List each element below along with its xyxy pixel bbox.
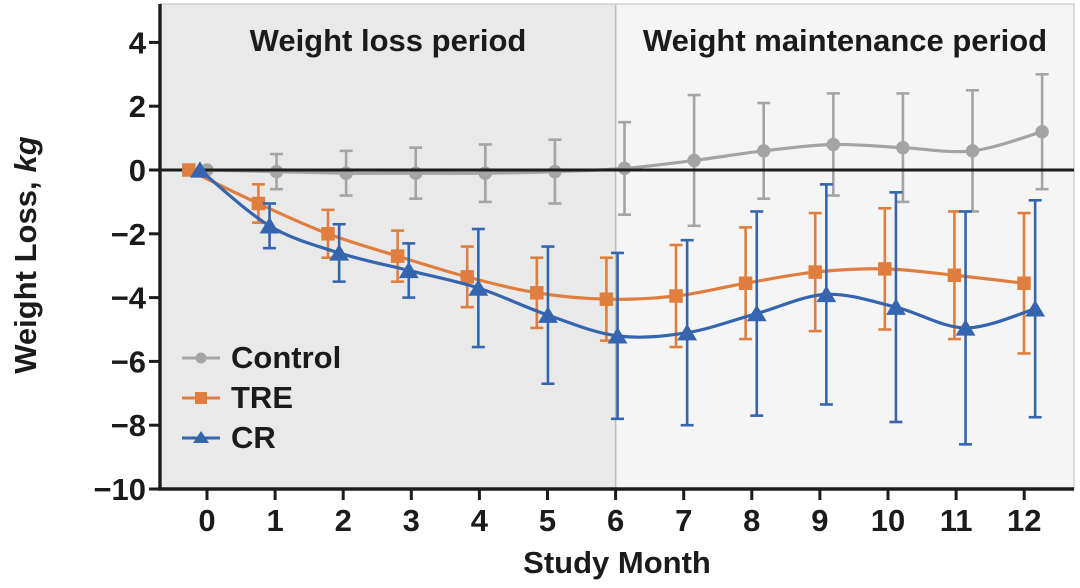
legend-label-tre: TRE xyxy=(231,380,293,415)
y-axis-label-unit: kg xyxy=(8,136,43,173)
svg-text:6: 6 xyxy=(607,503,624,538)
svg-text:5: 5 xyxy=(539,503,556,538)
svg-text:2: 2 xyxy=(129,89,146,124)
weight-loss-period-title: Weight loss period xyxy=(249,23,527,58)
legend-label-cr: CR xyxy=(231,420,276,455)
svg-text:0: 0 xyxy=(129,153,146,188)
svg-text:0: 0 xyxy=(198,503,215,538)
weight-maintenance-period-title: Weight maintenance period xyxy=(642,23,1048,58)
legend-label-control: Control xyxy=(231,340,342,375)
legend-item-tre: TRE xyxy=(181,378,341,418)
svg-text:−6: −6 xyxy=(111,344,146,379)
svg-text:11: 11 xyxy=(940,503,973,538)
tre-line-square-icon xyxy=(182,392,220,404)
legend: Control TRE CR xyxy=(181,338,341,458)
cr-line-triangle-icon xyxy=(182,431,220,443)
y-axis-label-text: Weight Loss, xyxy=(8,181,43,374)
svg-text:4: 4 xyxy=(129,25,147,60)
svg-text:−10: −10 xyxy=(93,472,146,507)
svg-text:9: 9 xyxy=(811,503,828,538)
svg-text:−4: −4 xyxy=(111,281,147,316)
svg-text:12: 12 xyxy=(1007,503,1041,538)
svg-text:3: 3 xyxy=(403,503,420,538)
control-line-circle-icon xyxy=(182,352,220,364)
svg-text:−8: −8 xyxy=(111,408,146,443)
svg-text:7: 7 xyxy=(675,503,692,538)
svg-text:1: 1 xyxy=(266,503,283,538)
x-axis-label: Study Month xyxy=(523,545,711,580)
svg-text:−2: −2 xyxy=(111,217,146,252)
svg-text:8: 8 xyxy=(743,503,760,538)
legend-item-cr: CR xyxy=(181,418,341,458)
svg-text:2: 2 xyxy=(335,503,352,538)
legend-item-control: Control xyxy=(181,338,341,378)
y-axis-label: Weight Loss, kg xyxy=(6,55,46,455)
svg-text:4: 4 xyxy=(471,503,489,538)
svg-text:10: 10 xyxy=(871,503,905,538)
